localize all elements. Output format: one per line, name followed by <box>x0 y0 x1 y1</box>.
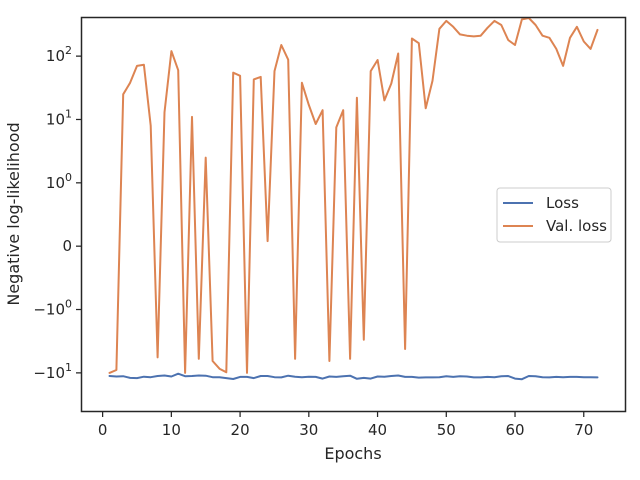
y-axis-label: Negative log-likelihood <box>4 122 23 305</box>
x-tick-label: 10 <box>162 421 181 439</box>
legend-label-loss: Loss <box>546 194 579 212</box>
y-tick-label: 0 <box>62 237 72 255</box>
legend-label-val-loss: Val. loss <box>546 217 607 235</box>
series-line-val-loss <box>108 17 599 374</box>
x-axis-ticks: 0 10 20 30 40 50 60 70 <box>98 411 593 439</box>
x-tick-label: 0 <box>98 421 108 439</box>
y-tick-label: 100 <box>46 171 72 192</box>
series-layer <box>108 17 599 381</box>
y-tick-label: −101 <box>33 361 72 382</box>
x-tick-label: 40 <box>368 421 387 439</box>
plot-frame <box>80 16 627 413</box>
y-tick-label: 101 <box>46 107 72 128</box>
y-axis-ticks: 102 101 100 0 −100 −101 <box>33 44 82 382</box>
y-tick-label: 102 <box>46 44 72 65</box>
legend-box <box>496 187 612 243</box>
x-axis-label: Epochs <box>324 444 381 463</box>
x-tick-label: 30 <box>299 421 318 439</box>
x-tick-label: 60 <box>505 421 524 439</box>
legend: Loss Val. loss <box>496 187 612 243</box>
x-tick-label: 50 <box>437 421 456 439</box>
x-tick-label: 70 <box>574 421 593 439</box>
x-tick-label: 20 <box>231 421 250 439</box>
series-line-loss <box>108 372 599 381</box>
y-tick-label: −100 <box>33 298 72 319</box>
